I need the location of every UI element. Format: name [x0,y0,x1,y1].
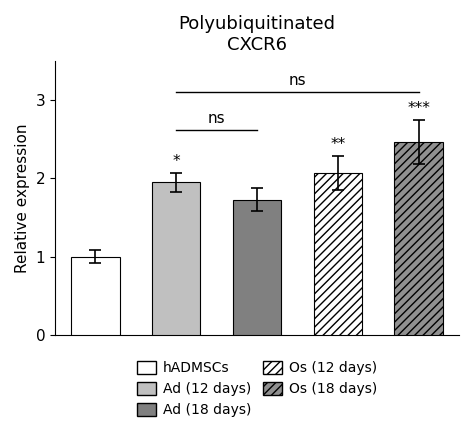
Text: ***: *** [407,101,430,116]
Legend: hADMSCs, Ad (12 days), Ad (18 days), Os (12 days), Os (18 days): hADMSCs, Ad (12 days), Ad (18 days), Os … [131,356,383,423]
Bar [394,142,443,335]
Text: **: ** [330,137,346,152]
Text: ns: ns [289,73,306,88]
Text: ns: ns [208,111,226,126]
Text: *: * [173,154,180,169]
Bar [233,200,281,335]
Title: Polyubiquitinated
CXCR6: Polyubiquitinated CXCR6 [179,15,336,54]
Y-axis label: Relative expression: Relative expression [15,123,30,273]
Bar [314,173,362,335]
Bar [71,257,119,335]
Bar [152,182,201,335]
